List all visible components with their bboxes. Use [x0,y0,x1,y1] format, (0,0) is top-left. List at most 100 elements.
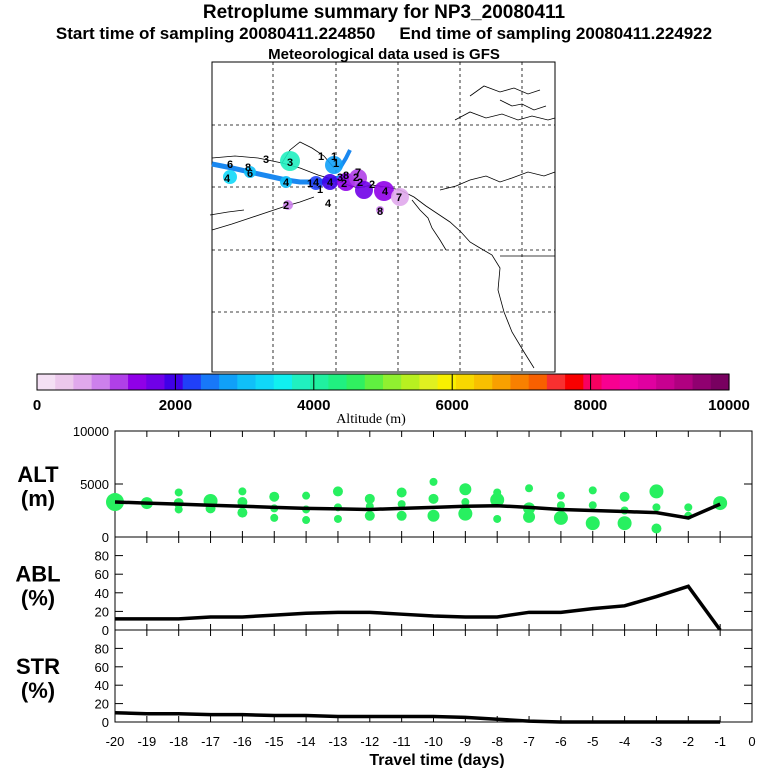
x-tick-label: -16 [233,734,252,749]
alt-scatter-point [525,484,534,493]
map-label: 1 [307,178,313,190]
y-tick-label: 0 [102,530,109,545]
map-label: 2 [283,200,289,212]
map-label: 2 [369,179,375,191]
alt-scatter-point [397,500,406,509]
plume-marker [322,174,338,190]
plume-marker [376,206,384,214]
alt-scatter-point [364,493,375,504]
series-line-alt [114,500,721,520]
x-tick-label: -5 [587,734,599,749]
y-tick-label: 80 [95,549,109,564]
map-label: 1 [317,184,323,196]
map-label: 4 [325,198,332,210]
y-tick-label: 40 [95,586,109,601]
map-label: 7 [396,192,402,204]
x-tick-label: -17 [201,734,220,749]
alt-scatter-point [556,501,565,510]
map-frame [211,61,556,373]
x-tick-label: -18 [169,734,188,749]
map-label: 3 [337,172,343,184]
plume-marker [223,170,237,184]
x-tick-label: -4 [619,734,631,749]
map-label: 8 [343,170,349,182]
alt-scatter-point [523,510,536,523]
alt-scatter-point [428,493,439,504]
map-label: 2 [353,172,359,184]
x-tick-label: 0 [748,734,755,749]
alt-scatter-point [556,491,565,500]
y-tick-label: 20 [95,604,109,619]
x-tick-label: -20 [106,734,125,749]
panel-label-abl: ABL [15,562,60,587]
map-label: 6 [247,168,253,180]
alt-scatter-point [429,477,438,486]
alt-scatter-point [493,514,502,523]
y-tick-label: 10000 [73,424,109,439]
alt-scatter-point [684,503,693,512]
panel-frame-str [114,629,753,723]
plume-marker [325,156,343,174]
map-label: 1 [333,158,339,170]
panel-unit-alt: (m) [21,486,55,511]
y-tick-label: 5000 [80,477,109,492]
map-label: 4 [382,186,389,198]
map-label: 7 [355,167,361,179]
alt-scatter-point [174,488,183,497]
y-tick-label: 0 [102,715,109,730]
sampling-times: Start time of sampling 20080411.224850 En… [0,24,768,44]
map-label: 3 [287,157,293,169]
map-label: 1 [331,151,337,163]
x-tick-label: -7 [523,734,535,749]
x-tick-label: -19 [137,734,156,749]
map-label: 1 [318,151,324,163]
alt-scatter-point [585,516,600,531]
alt-scatter-point [302,516,311,525]
map-gridlines [212,62,555,372]
panel-label-alt: ALT [17,462,59,487]
alt-scatter-point [333,514,342,523]
map-label: 2 [357,177,363,189]
y-tick-label: 80 [95,641,109,656]
map-label: 4 [224,173,231,185]
alt-scatter-point [396,487,407,498]
map-label: 4 [283,177,290,189]
map-label: 4 [313,177,320,189]
plume-marker [280,176,292,188]
x-tick-label: -11 [393,734,411,749]
alt-scatter-point [237,507,248,518]
alt-scatter-point [174,505,183,514]
map-label: 2 [341,178,347,190]
x-tick-label: -9 [460,734,472,749]
x-tick-label: -12 [360,734,379,749]
panel-label-str: STR [16,654,60,679]
plume-marker [374,181,394,201]
plume-marker [391,188,409,206]
panel-unit-str: (%) [21,678,55,703]
x-tick-label: -14 [297,734,316,749]
plume-marker [283,200,293,210]
series-line-str [114,711,721,724]
map-label: 3 [263,154,269,166]
plume-markers [223,151,409,214]
alt-scatter-point [458,506,473,521]
y-tick-label: 60 [95,567,109,582]
alt-scatter-point [649,484,664,499]
x-tick-label: -10 [424,734,443,749]
alt-scatter-point [364,510,375,521]
map-label: 8 [245,162,251,174]
alt-scatter-point [619,491,630,502]
plume-marker [280,151,300,171]
y-tick-label: 20 [95,697,109,712]
alt-scatter-point [553,510,568,525]
map-label: 4 [327,177,334,189]
chart-title: Retroplume summary for NP3_20080411 [202,2,566,23]
met-data-label: Meteorological data used is GFS [268,46,500,63]
y-tick-label: 0 [102,623,109,638]
plume-marker [355,181,373,199]
series-line-abl [115,584,722,632]
alt-scatter-point [302,491,311,500]
alt-scatter-point [332,486,343,497]
